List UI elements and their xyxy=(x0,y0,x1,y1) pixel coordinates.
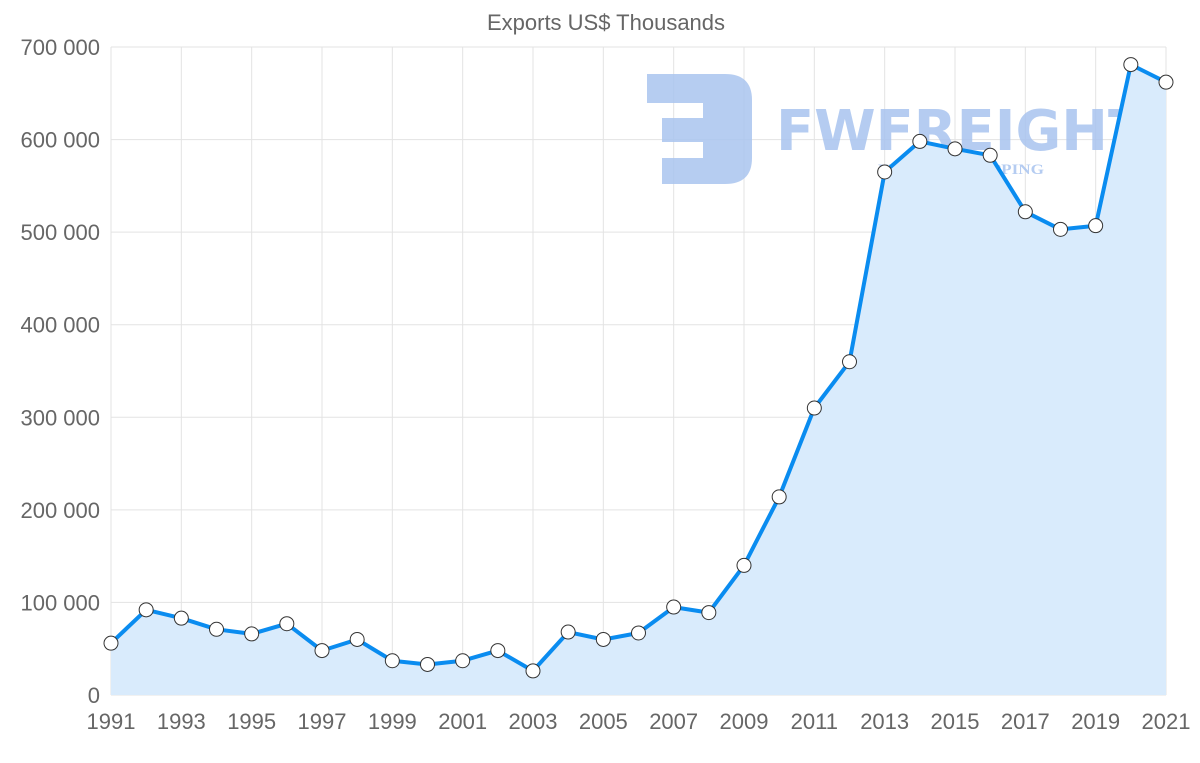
data-point-2007[interactable] xyxy=(666,599,682,615)
data-point-2019[interactable] xyxy=(1088,218,1104,234)
data-point-1996[interactable] xyxy=(279,616,295,632)
y-tick-label: 600 000 xyxy=(20,128,100,153)
data-point-2003[interactable] xyxy=(525,663,541,679)
data-point-1998[interactable] xyxy=(349,631,365,647)
data-point-2016[interactable] xyxy=(982,147,998,163)
data-point-2006[interactable] xyxy=(631,625,646,641)
y-tick-label: 200 000 xyxy=(20,498,100,523)
x-tick-label: 2017 xyxy=(1001,709,1050,734)
y-tick-label: 300 000 xyxy=(20,405,100,430)
y-tick-label: 400 000 xyxy=(20,313,100,338)
y-tick-label: 0 xyxy=(88,683,100,708)
data-point-1991[interactable] xyxy=(103,635,119,651)
x-tick-label: 1995 xyxy=(227,709,276,734)
x-tick-label: 2009 xyxy=(720,709,769,734)
chart-title: Exports US$ Thousands xyxy=(487,10,725,35)
data-point-1993[interactable] xyxy=(173,610,189,626)
data-point-2010[interactable] xyxy=(771,489,787,505)
logo-mark-icon xyxy=(647,74,752,184)
x-tick-label: 1991 xyxy=(87,709,136,734)
data-point-2021[interactable] xyxy=(1158,74,1174,90)
y-tick-label: 100 000 xyxy=(20,590,100,615)
data-point-1997[interactable] xyxy=(314,643,330,659)
data-point-2009[interactable] xyxy=(736,557,752,573)
data-point-2013[interactable] xyxy=(877,164,893,180)
x-tick-label: 1997 xyxy=(298,709,347,734)
x-tick-label: 2011 xyxy=(791,709,838,734)
data-point-1995[interactable] xyxy=(244,626,260,642)
data-point-2002[interactable] xyxy=(490,643,506,659)
x-tick-label: 2003 xyxy=(509,709,558,734)
x-tick-label: 1993 xyxy=(157,709,206,734)
data-point-1992[interactable] xyxy=(138,602,154,618)
x-tick-label: 2015 xyxy=(931,709,980,734)
data-point-2004[interactable] xyxy=(560,624,576,640)
data-point-2001[interactable] xyxy=(455,653,471,669)
x-tick-label: 1999 xyxy=(368,709,417,734)
x-tick-label: 2005 xyxy=(579,709,628,734)
data-point-2005[interactable] xyxy=(595,631,611,647)
x-tick-label: 2021 xyxy=(1142,709,1191,734)
data-point-2011[interactable] xyxy=(806,400,822,416)
data-point-2014[interactable] xyxy=(912,133,928,149)
data-point-2008[interactable] xyxy=(701,605,717,621)
x-tick-label: 2019 xyxy=(1071,709,1120,734)
x-tick-label: 2013 xyxy=(860,709,909,734)
x-tick-label: 2001 xyxy=(438,709,487,734)
data-point-2015[interactable] xyxy=(947,141,963,157)
x-tick-label: 2007 xyxy=(649,709,698,734)
data-point-2012[interactable] xyxy=(842,354,857,370)
data-point-2020[interactable] xyxy=(1123,57,1139,73)
y-tick-label: 500 000 xyxy=(20,220,100,245)
y-tick-label: 700 000 xyxy=(20,35,100,60)
area-fill xyxy=(111,64,1166,696)
data-point-1999[interactable] xyxy=(384,653,400,669)
data-point-2000[interactable] xyxy=(420,656,435,672)
data-point-2017[interactable] xyxy=(1017,204,1033,220)
data-point-2018[interactable] xyxy=(1053,221,1068,237)
data-point-1994[interactable] xyxy=(209,621,224,637)
